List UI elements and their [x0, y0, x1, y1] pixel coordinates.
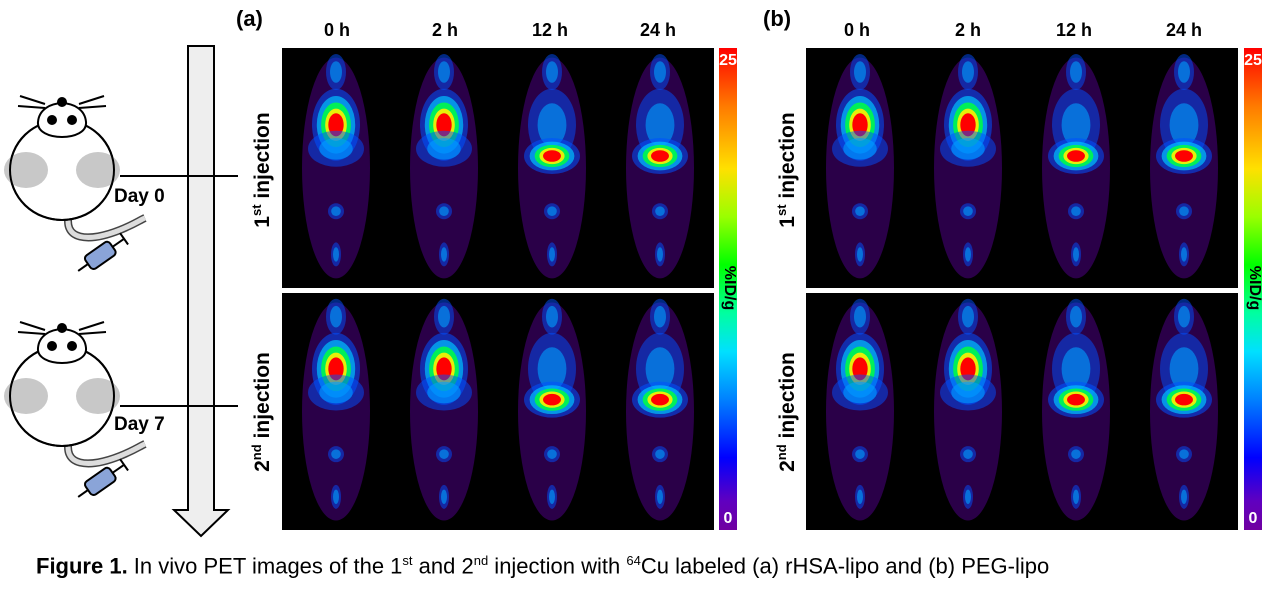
pet-image-panel-b-2nd-injection [806, 293, 1238, 530]
time-label: 12 h [531, 20, 569, 40]
row-label-2nd-injection: 2nd injection [249, 352, 274, 472]
time-label: 2 h [431, 20, 458, 40]
colorbar-min-label: 0 [723, 510, 733, 527]
time-label: 0 h [843, 20, 870, 40]
day0-label: Day 0 [114, 186, 165, 207]
colorbar-max-label: 25 [719, 52, 737, 69]
mouse-illustration-day7 [4, 321, 147, 498]
colorbar-panel-a [719, 48, 737, 530]
timeline-tick-day7 [120, 405, 238, 407]
day7-label: Day 7 [114, 414, 165, 435]
timeline-tick-day0 [120, 175, 238, 177]
panel-b-label: (b) [763, 6, 792, 31]
colorbar-unit-label: %ID/g [1246, 265, 1263, 311]
time-label: 0 h [323, 20, 350, 40]
time-label: 2 h [954, 20, 981, 40]
panel-a-label: (a) [236, 6, 263, 31]
figure-caption: Figure 1. In vivo PET images of the 1st … [36, 553, 1050, 579]
colorbar-max-label: 25 [1244, 52, 1262, 69]
timeline-arrow [171, 45, 231, 538]
mouse-illustration-day0 [4, 95, 147, 272]
time-label: 12 h [1055, 20, 1093, 40]
colorbar-panel-b [1244, 48, 1262, 530]
colorbar-min-label: 0 [1248, 510, 1258, 527]
pet-image-panel-a-1st-injection [282, 48, 714, 288]
pet-image-panel-b-1st-injection [806, 48, 1238, 288]
row-label-1st-injection: 1st injection [774, 112, 799, 228]
row-label-1st-injection: 1st injection [249, 112, 274, 228]
time-label: 24 h [639, 20, 677, 40]
row-label-2nd-injection: 2nd injection [774, 352, 799, 472]
colorbar-unit-label: %ID/g [721, 265, 738, 311]
time-label: 24 h [1165, 20, 1203, 40]
pet-image-panel-a-2nd-injection [282, 293, 714, 530]
